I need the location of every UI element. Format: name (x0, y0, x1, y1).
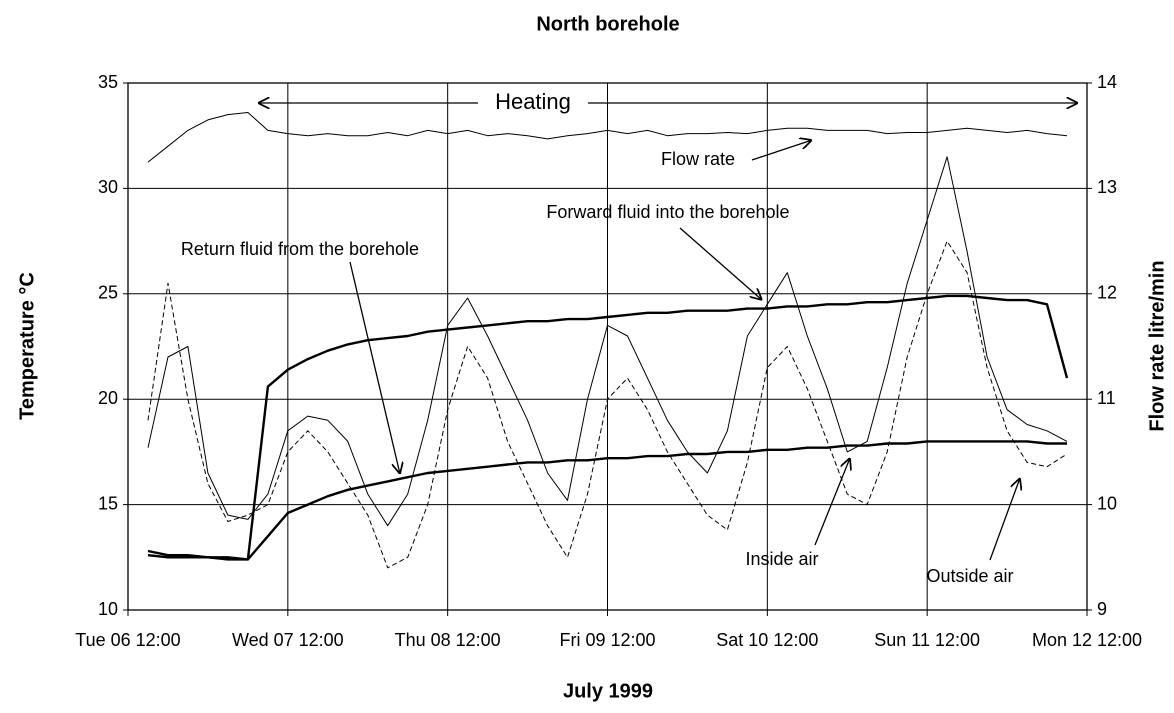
x-tick-label: Mon 12 12:00 (1032, 630, 1142, 650)
x-tick-label: Sun 11 12:00 (874, 630, 980, 650)
y-tick-label: 15 (98, 493, 118, 513)
x-tick-label: Fri 09 12:00 (559, 630, 655, 650)
y2-tick-label: 10 (1097, 493, 1117, 513)
y2-tick-label: 12 (1097, 283, 1117, 303)
x-tick-label: Thu 08 12:00 (395, 630, 501, 650)
inside-arrow (814, 458, 850, 546)
return-arrow (349, 261, 400, 474)
series-annotation: Inside air (745, 549, 818, 569)
y2-tick-label: 14 (1097, 72, 1117, 92)
series-annotation: Forward fluid into the borehole (546, 202, 789, 222)
series-line (147, 440, 1067, 561)
y2-tick-label: 13 (1097, 177, 1117, 197)
y-tick-label: 25 (98, 283, 118, 303)
y2-axis-title: Flow rate litre/min (1146, 260, 1168, 431)
y-axis-title: Temperature °C (16, 272, 38, 420)
y-tick-label: 10 (98, 599, 118, 619)
y-tick-label: 35 (98, 72, 118, 92)
series-line (147, 240, 1068, 569)
y2-tick-label: 9 (1097, 599, 1107, 619)
series-annotation: Flow rate (661, 149, 735, 169)
x-tick-label: Wed 07 12:00 (232, 630, 344, 650)
y-tick-label: 30 (98, 177, 118, 197)
series-annotation: Outside air (926, 566, 1013, 586)
forward-arrow (679, 227, 762, 300)
x-tick-label: Sat 10 12:00 (716, 630, 818, 650)
x-tick-label: Tue 06 12:00 (75, 630, 180, 650)
flow-arrow (751, 140, 812, 161)
chart-title: North borehole (536, 13, 679, 35)
series-line (147, 294, 1069, 561)
series-annotation: Return fluid from the borehole (181, 239, 419, 259)
y2-tick-label: 11 (1097, 388, 1116, 408)
y-tick-label: 20 (98, 388, 118, 408)
series-line (147, 112, 1068, 163)
outside-arrow (989, 478, 1020, 561)
annotation: Heating (495, 89, 571, 114)
annotation-arrows (258, 103, 1078, 561)
plot-frame (127, 82, 1088, 611)
x-axis-title: July 1999 (563, 680, 653, 702)
series-line (147, 156, 1068, 527)
